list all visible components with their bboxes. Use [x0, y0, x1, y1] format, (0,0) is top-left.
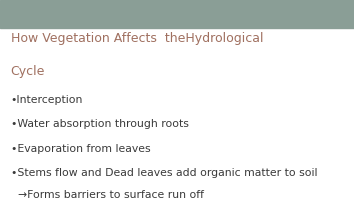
Text: Cycle: Cycle — [11, 65, 45, 78]
Text: →Forms barriers to surface run off: →Forms barriers to surface run off — [11, 190, 204, 200]
Text: •Interception: •Interception — [11, 95, 83, 105]
Text: How Vegetation Affects  the​Hydrological: How Vegetation Affects the​Hydrological — [11, 32, 263, 45]
Text: •Evaporation from leaves: •Evaporation from leaves — [11, 144, 150, 154]
Text: •Water absorption through roots: •Water absorption through roots — [11, 119, 188, 129]
Bar — [0, 0, 354, 28]
Text: •Stems flow and Dead leaves add organic matter to soil: •Stems flow and Dead leaves add organic … — [11, 168, 317, 178]
